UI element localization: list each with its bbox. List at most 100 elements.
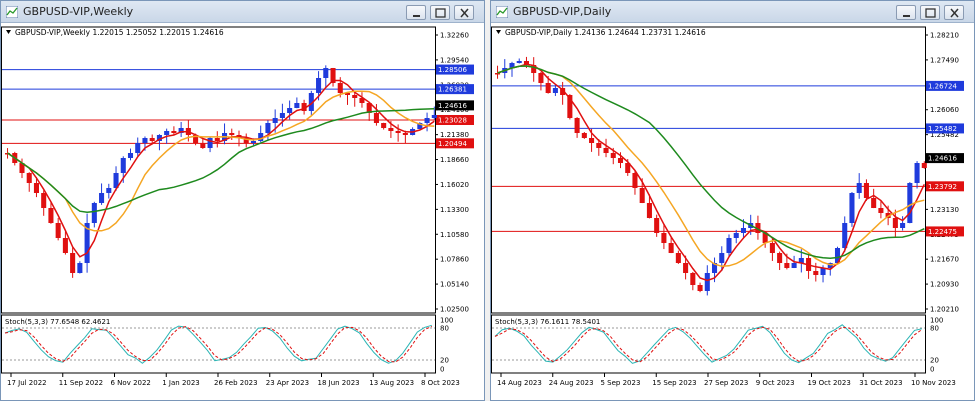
chart-window-weekly[interactable]: GBPUSD-VIP,Weekly 1.322601.295401.268201… <box>0 0 485 401</box>
price-chart[interactable]: 1.28210 1.27490 1.26724 1.26060 1.25482 1.246… <box>491 23 974 400</box>
candle-body <box>127 153 134 158</box>
candle-body <box>344 93 351 95</box>
candle-body <box>863 183 869 198</box>
dropdown-icon <box>496 30 501 34</box>
chart-icon <box>6 6 18 18</box>
candle-body <box>84 223 90 263</box>
price-tag-label: 1.24616 <box>438 102 467 110</box>
candle-body <box>193 135 199 143</box>
price-tag-label: 1.22475 <box>928 228 957 236</box>
price-tag <box>436 64 474 75</box>
candle-body <box>301 103 307 111</box>
chart-info: GBPUSD-VIP,Weekly 1.22015 1.25052 1.2201… <box>15 28 224 37</box>
candle-body <box>813 271 819 275</box>
candle-body <box>509 63 515 68</box>
price-chart[interactable]: 1.322601.295401.268201.241001.213801.186… <box>1 23 484 400</box>
candle-body <box>424 118 430 123</box>
candle-body <box>654 218 660 233</box>
candle-body <box>871 198 877 208</box>
maximize-button[interactable] <box>920 5 940 20</box>
minimize-button[interactable] <box>406 5 426 20</box>
candle-body <box>567 95 573 118</box>
price-tag <box>926 123 964 134</box>
window-titlebar[interactable]: GBPUSD-VIP,Weekly <box>1 1 484 23</box>
candle-body <box>697 285 703 291</box>
oscillator-level-label: 20 <box>930 357 939 365</box>
close-button[interactable] <box>454 5 474 20</box>
oscillator-level-label: 0 <box>440 366 444 374</box>
candle-body <box>91 203 97 223</box>
price-tag <box>926 153 964 164</box>
close-button[interactable] <box>944 5 964 20</box>
price-axis-label: 1.32260 <box>440 32 469 40</box>
candle-body <box>690 273 696 285</box>
candle-body <box>704 273 710 291</box>
stochastic-signal-line <box>494 326 923 363</box>
price-tag <box>926 80 964 91</box>
candle-body <box>294 103 300 108</box>
price-tag-label: 1.24616 <box>928 155 957 163</box>
candle-body <box>33 183 39 193</box>
candle-body <box>214 138 220 141</box>
candle-body <box>120 158 126 173</box>
price-tag <box>436 138 474 149</box>
candle-body <box>381 123 387 128</box>
date-axis-label: 17 Jul 2022 <box>7 379 47 387</box>
candle-body <box>589 138 595 143</box>
candle-body <box>229 133 235 135</box>
candle-body <box>632 173 638 188</box>
candle-body <box>55 223 61 238</box>
candle-body <box>149 138 155 141</box>
candle-body <box>243 138 249 143</box>
price-axis-label: 1.20210 <box>930 306 959 314</box>
price-axis-label: 1.25482 <box>930 131 959 139</box>
price-axis-label: 1.29540 <box>440 56 469 64</box>
price-axis-label: 1.20930 <box>930 281 959 289</box>
minimize-button[interactable] <box>896 5 916 20</box>
window-title: GBPUSD-VIP,Weekly <box>23 5 134 18</box>
candle-body <box>62 238 68 253</box>
candle-body <box>900 223 906 228</box>
date-axis-label: 27 Sep 2023 <box>704 379 748 387</box>
date-axis-label: 15 Sep 2023 <box>652 379 696 387</box>
candle-body <box>574 118 580 133</box>
price-axis-label: 1.27490 <box>930 56 959 64</box>
candle-body <box>596 143 602 148</box>
chart-icon <box>496 6 508 18</box>
date-axis-label: 14 Aug 2023 <box>497 379 542 387</box>
candle-body <box>287 108 293 113</box>
candle-body <box>914 163 920 183</box>
price-tag <box>436 114 474 125</box>
candle-body <box>762 233 768 243</box>
oscillator-level-label: 100 <box>440 317 453 325</box>
candle-body <box>178 128 184 133</box>
stochastic-main-line <box>494 324 922 364</box>
candle-body <box>712 263 718 273</box>
date-axis-label: 23 Apr 2023 <box>266 379 309 387</box>
candle-body <box>337 83 343 93</box>
candle-body <box>26 173 32 183</box>
candle-body <box>402 133 408 135</box>
candle-body <box>135 143 141 153</box>
price-axis-label: 1.05140 <box>440 281 469 289</box>
window-titlebar[interactable]: GBPUSD-VIP,Daily <box>491 1 974 23</box>
date-axis-label: 8 Oct 2023 <box>421 379 460 387</box>
candle-body <box>265 123 271 133</box>
candle-body <box>907 183 913 223</box>
candle-body <box>77 263 83 273</box>
moving-average-line <box>7 90 435 232</box>
candle-body <box>661 233 667 243</box>
candle-body <box>798 258 804 263</box>
candle-body <box>646 203 652 218</box>
maximize-button[interactable] <box>430 5 450 20</box>
candle-body <box>48 208 54 223</box>
price-axis-label: 1.21670 <box>930 256 959 264</box>
candle-body <box>523 61 529 65</box>
chart-window-daily[interactable]: GBPUSD-VIP,Daily 1.282101.274901.267241.… <box>490 0 975 401</box>
price-tag-label: 1.28506 <box>438 66 467 74</box>
candle-body <box>538 73 544 83</box>
candle-body <box>769 243 775 253</box>
candle-body <box>719 253 725 263</box>
date-axis-label: 6 Nov 2022 <box>111 379 151 387</box>
candle-body <box>617 158 624 163</box>
